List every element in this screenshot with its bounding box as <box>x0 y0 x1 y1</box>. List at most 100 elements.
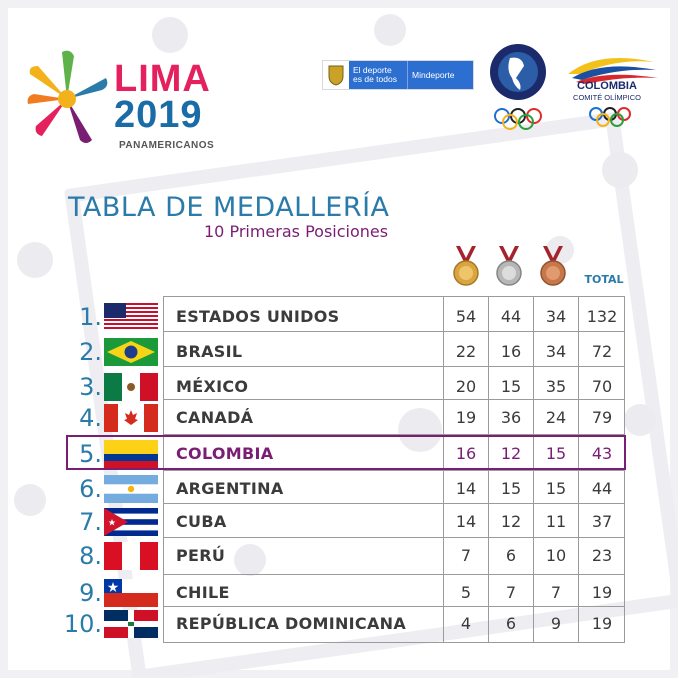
country-name: REPÚBLICA DOMINICANA <box>176 614 407 633</box>
gold-count: 14 <box>455 512 477 531</box>
bronze-count: 24 <box>545 408 567 427</box>
gold-count: 7 <box>460 546 472 565</box>
table-row: 6. ARGENTINA 14 15 15 44 <box>0 472 678 506</box>
lima-2019-logo-icon <box>27 50 108 143</box>
usa-flag-icon <box>104 303 158 331</box>
colombia-olympic-committee-logo-icon <box>568 58 658 127</box>
table-row: 3. MÉXICO 20 15 35 70 <box>0 370 678 404</box>
table-row: 9. CHILE 5 7 7 19 <box>0 576 678 610</box>
total-count: 37 <box>591 512 613 531</box>
row-divider <box>163 366 625 367</box>
mindeporte-logo: El deporte es de todos Mindeporte <box>322 60 474 90</box>
argentina-flag-icon <box>104 475 158 503</box>
row-divider <box>163 642 625 643</box>
gold-count: 14 <box>455 479 477 498</box>
row-divider <box>163 470 625 471</box>
mindeporte-slogan: El deporte es de todos <box>349 61 407 89</box>
rank-number: 6. <box>79 475 102 503</box>
rank-number: 7. <box>79 508 102 536</box>
country-name: CHILE <box>176 583 230 602</box>
row-divider <box>163 399 625 400</box>
country-name: COLOMBIA <box>176 444 274 463</box>
coc-subtitle: COMITÉ OLÍMPICO <box>573 93 641 102</box>
gold-count: 4 <box>460 614 472 633</box>
mexico-flag-icon <box>104 373 158 401</box>
bronze-count: 7 <box>550 583 562 602</box>
silver-count: 16 <box>500 342 522 361</box>
bronze-count: 9 <box>550 614 562 633</box>
coc-name: COLOMBIA <box>577 80 637 92</box>
total-count: 43 <box>591 444 613 463</box>
gold-count: 20 <box>455 377 477 396</box>
gold-count: 5 <box>460 583 472 602</box>
country-name: PERÚ <box>176 546 226 565</box>
bronze-count: 34 <box>545 342 567 361</box>
logo-lima-text: LIMA <box>114 58 211 100</box>
total-count: 44 <box>591 479 613 498</box>
rank-number: 9. <box>79 579 102 607</box>
table-row: 5. COLOMBIA 16 12 15 43 <box>0 437 678 471</box>
silver-count: 15 <box>500 377 522 396</box>
brazil-flag-icon <box>104 338 158 366</box>
total-count: 79 <box>591 408 613 427</box>
silver-count: 36 <box>500 408 522 427</box>
silver-count: 44 <box>500 307 522 326</box>
bronze-count: 35 <box>545 377 567 396</box>
silver-count: 7 <box>505 583 517 602</box>
colombia-highlight-box <box>66 435 626 470</box>
table-row: 10. REPÚBLICA DOMINICANA 4 6 9 19 <box>0 607 678 641</box>
silver-medal-icon <box>496 246 522 286</box>
row-divider <box>163 434 625 435</box>
dominican-republic-flag-icon <box>104 610 158 638</box>
page-title: TABLA DE MEDALLERÍA <box>68 192 390 223</box>
total-count: 19 <box>591 583 613 602</box>
total-count: 70 <box>591 377 613 396</box>
bronze-count: 10 <box>545 546 567 565</box>
gold-medal-icon <box>453 246 479 286</box>
table-row: 1. ESTADOS UNIDOS 54 44 34 132 <box>0 300 678 334</box>
silver-count: 6 <box>505 614 517 633</box>
rank-number: 3. <box>79 373 102 401</box>
country-name: CUBA <box>176 512 227 531</box>
logo-year-text: 2019 <box>114 94 203 136</box>
rank-number: 2. <box>79 338 102 366</box>
table-row: 2. BRASIL 22 16 34 72 <box>0 335 678 369</box>
rank-number: 10. <box>63 610 102 638</box>
bronze-medal-icon <box>540 246 566 286</box>
row-divider <box>163 537 625 538</box>
silver-count: 6 <box>505 546 517 565</box>
country-name: CANADÁ <box>176 408 254 427</box>
rank-number: 8. <box>79 542 102 570</box>
table-row: 8. PERÚ 7 6 10 23 <box>0 539 678 573</box>
gold-count: 19 <box>455 408 477 427</box>
total-column-header: TOTAL <box>584 273 624 286</box>
cuba-flag-icon <box>104 508 158 536</box>
rank-number: 5. <box>79 440 102 468</box>
total-count: 132 <box>586 307 618 326</box>
page-subtitle: 10 Primeras Posiciones <box>204 222 389 241</box>
table-row: 4. CANADÁ 19 36 24 79 <box>0 401 678 435</box>
rank-number: 4. <box>79 404 102 432</box>
canada-flag-icon <box>104 404 158 432</box>
rank-number: 1. <box>79 303 102 331</box>
table-row: 7. CUBA 14 12 11 37 <box>0 505 678 539</box>
total-count: 72 <box>591 342 613 361</box>
bronze-count: 15 <box>545 444 567 463</box>
total-count: 23 <box>591 546 613 565</box>
row-divider <box>163 296 625 297</box>
country-name: ARGENTINA <box>176 479 284 498</box>
mindeporte-name: Mindeporte <box>407 61 473 89</box>
gold-count: 16 <box>455 444 477 463</box>
colombia-flag-icon <box>104 440 158 468</box>
logo-subtitle: PANAMERICANOS <box>119 140 215 151</box>
bronze-count: 11 <box>545 512 567 531</box>
bronze-count: 15 <box>545 479 567 498</box>
bronze-count: 34 <box>545 307 567 326</box>
peru-flag-icon <box>104 542 158 570</box>
country-name: ESTADOS UNIDOS <box>176 307 340 326</box>
silver-count: 15 <box>500 479 522 498</box>
country-name: BRASIL <box>176 342 243 361</box>
chile-flag-icon <box>104 579 158 607</box>
gold-count: 54 <box>455 307 477 326</box>
